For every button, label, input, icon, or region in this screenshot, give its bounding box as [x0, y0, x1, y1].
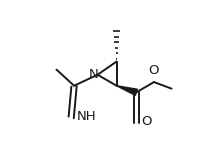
Text: N: N [89, 67, 98, 81]
Polygon shape [117, 86, 138, 95]
Text: NH: NH [76, 110, 96, 123]
Text: O: O [149, 64, 159, 77]
Text: O: O [141, 115, 151, 128]
